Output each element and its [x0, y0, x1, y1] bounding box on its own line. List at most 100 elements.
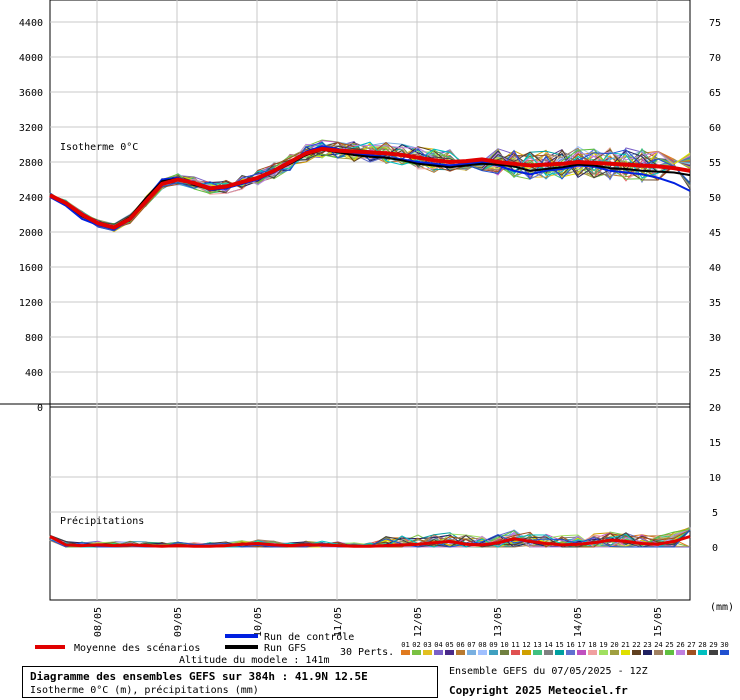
chart-legend: Moyenne des scénarios Run de contrôleRun …	[35, 631, 729, 666]
legend-pert-swatch	[632, 650, 641, 655]
legend-pert-id: 16	[566, 641, 574, 649]
legend-pert-swatch	[643, 650, 652, 655]
legend-pert-id: 12	[522, 641, 530, 649]
legend-pert-id: 07	[467, 641, 475, 649]
legend-pert-swatch	[654, 650, 663, 655]
y-right-tick-label: 45	[709, 228, 721, 239]
legend-pert-swatch	[621, 650, 630, 655]
legend-pert-id: 24	[654, 641, 662, 649]
y-left-tick-label: 1600	[19, 263, 43, 274]
legend-pert-id: 18	[588, 641, 596, 649]
legend-pert-id: 17	[577, 641, 585, 649]
y-left-tick-label: 4000	[19, 53, 43, 64]
legend-pert-id: 03	[423, 641, 431, 649]
legend-pert-swatch	[676, 650, 685, 655]
legend-pert-id: 14	[544, 641, 552, 649]
chart-axes: 4400400036003200280024002000160012008004…	[19, 18, 734, 637]
legend-pert-id: 20	[610, 641, 618, 649]
y-right-tick-label: 40	[709, 263, 721, 274]
legend-pert-id: 06	[456, 641, 464, 649]
y-right-tick-label: 60	[709, 123, 721, 134]
y-right-tick-label: 55	[709, 158, 721, 169]
x-tick-label: 12/05	[413, 607, 424, 637]
legend-pert-id: 09	[489, 641, 497, 649]
y-left-tick-label: 400	[25, 368, 43, 379]
y-right-tick-label: 70	[709, 53, 721, 64]
y-left-tick-label: 800	[25, 333, 43, 344]
legend-pert-swatch	[566, 650, 575, 655]
legend-mean-label: Moyenne des scénarios	[74, 642, 200, 654]
y-left-tick-label: 1200	[19, 298, 43, 309]
legend-pert-swatch	[412, 650, 421, 655]
legend-pert-id: 27	[687, 641, 695, 649]
y-right-tick-label: 25	[709, 368, 721, 379]
legend-pert-swatch	[698, 650, 707, 655]
legend-pert-swatch	[478, 650, 487, 655]
legend-pert-swatch	[500, 650, 509, 655]
legend-pert-id: 25	[665, 641, 673, 649]
legend-pert-swatch	[533, 650, 542, 655]
legend-pert-swatch	[555, 650, 564, 655]
ensemble-run-label: Ensemble GEFS du 07/05/2025 - 12Z	[449, 666, 648, 677]
main-series	[49, 145, 691, 548]
legend-pert-swatch	[445, 650, 454, 655]
legend-pert-id: 11	[511, 641, 519, 649]
legend-pert-swatch	[588, 650, 597, 655]
legend-pert-id: 23	[643, 641, 651, 649]
isotherm-label: Isotherme 0°C	[60, 142, 138, 153]
legend-pert-swatch	[577, 650, 586, 655]
footer-title: Diagramme des ensembles GEFS sur 384h : …	[30, 670, 368, 683]
altitude-label: Altitude du modele : 141m	[179, 655, 330, 666]
copyright-label: Copyright 2025 Meteociel.fr	[449, 684, 628, 697]
y-left-tick-label: 2800	[19, 158, 43, 169]
footer-info-box: Diagramme des ensembles GEFS sur 384h : …	[22, 666, 438, 698]
legend-pert-id: 30	[720, 641, 728, 649]
legend-pert-swatch	[401, 650, 410, 655]
legend-pert-swatch	[610, 650, 619, 655]
chart-grid	[0, 0, 691, 601]
legend-pert-id: 28	[698, 641, 706, 649]
y-right-tick-label: 10	[709, 473, 721, 484]
legend-pert-swatch	[511, 650, 520, 655]
x-tick-label: 15/05	[653, 607, 664, 637]
legend-pert-swatch	[709, 650, 718, 655]
x-tick-label: 13/05	[493, 607, 504, 637]
legend-pert-swatch	[489, 650, 498, 655]
y-right-tick-label: 65	[709, 88, 721, 99]
legend-pert-swatch	[687, 650, 696, 655]
footer-subtitle: Isotherme 0°C (m), précipitations (mm)	[30, 685, 259, 696]
y-right-tick-label: 5	[712, 508, 718, 519]
y-left-tick-label: 3600	[19, 88, 43, 99]
y-right-tick-label: 35	[709, 298, 721, 309]
legend-pert-id: 02	[412, 641, 420, 649]
x-tick-label: 10/05	[253, 607, 264, 637]
x-tick-label: 09/05	[173, 607, 184, 637]
mean-precip-line	[49, 535, 691, 548]
legend-pert-swatch	[544, 650, 553, 655]
legend-pert-id: 22	[632, 641, 640, 649]
legend-pert-id: 26	[676, 641, 684, 649]
legend-pert-swatch	[665, 650, 674, 655]
legend-pert-id: 10	[500, 641, 508, 649]
precip-label: Précipitations	[60, 515, 144, 527]
legend-control-label: Run de contrôle	[264, 631, 354, 643]
legend-pert-id: 04	[434, 641, 442, 649]
plot-frame	[49, 0, 691, 601]
x-tick-label: 14/05	[573, 607, 584, 637]
y-left-tick-label: 2400	[19, 193, 43, 204]
mean-isotherm-line	[49, 146, 691, 230]
legend-pert-id: 29	[709, 641, 717, 649]
x-tick-label: 11/05	[333, 607, 344, 637]
legend-pert-id: 01	[401, 641, 409, 649]
legend-perts-label: 30 Perts.	[340, 647, 394, 658]
legend-pert-swatch	[423, 650, 432, 655]
y-right-tick-label: 20	[709, 403, 721, 414]
x-tick-label: 08/05	[93, 607, 104, 637]
y-right-tick-label: 75	[709, 18, 721, 29]
y-left-tick-label: 0	[37, 403, 43, 414]
legend-pert-swatch	[599, 650, 608, 655]
y-left-tick-label: 3200	[19, 123, 43, 134]
y-right-unit: (mm)	[710, 602, 734, 613]
y-right-tick-label: 15	[709, 438, 721, 449]
